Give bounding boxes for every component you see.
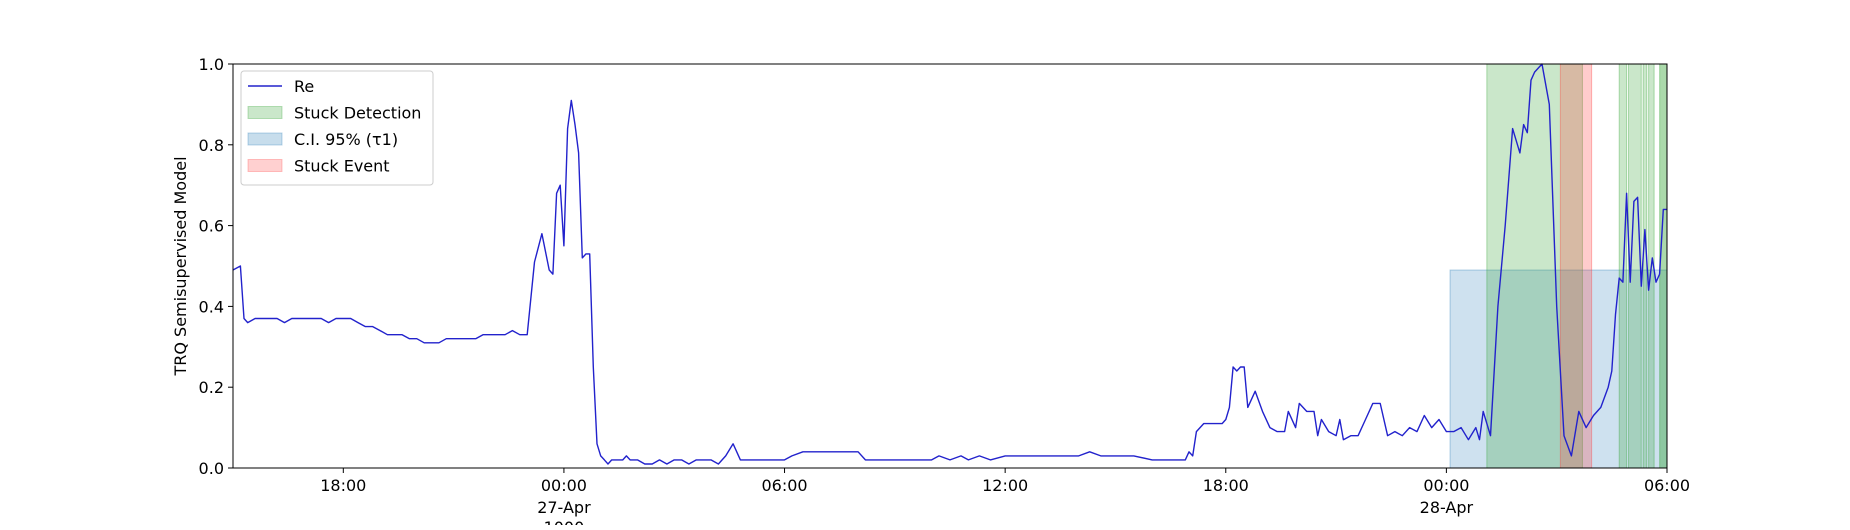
x-tick-date-label: 27-Apr — [537, 498, 591, 517]
x-tick-label: 00:00 — [541, 476, 587, 495]
y-tick-label: 0.2 — [199, 378, 224, 397]
y-axis-title: TRQ Semisupervised Model — [171, 156, 190, 376]
legend-label-c-i-95-1: C.I. 95% (τ1) — [294, 130, 398, 149]
legend-box — [240, 70, 434, 186]
legend-swatch-c-i-95-1 — [247, 132, 283, 146]
legend: Re Stuck Detection C.I. 95% (τ1) Stuck Even… — [240, 70, 434, 186]
ticks-layer: 0.0 0.2 0.4 0.6 0.8 1.0 18:00 00:00 27-Apr1000 06… — [199, 55, 1691, 530]
span-stuck-detection-5 — [1642, 63, 1648, 469]
span-c-i-95-1--0 — [1449, 269, 1668, 469]
plot-frame — [232, 63, 1668, 469]
y-tick-label: 0.6 — [199, 217, 224, 236]
x-tick-label: 06:00 — [761, 476, 807, 495]
x-tick-label: 18:00 — [1203, 476, 1249, 495]
legend-swatch-stuck-event — [247, 159, 283, 172]
span-stuck-detection-1 — [1486, 63, 1583, 469]
legend-label-re: Re — [294, 77, 314, 96]
x-tick-label: 12:00 — [982, 476, 1028, 495]
y-tick-label: 0.4 — [199, 297, 224, 316]
legend-swatch-stuck-detection — [247, 106, 283, 119]
x-tick-label: 18:00 — [320, 476, 366, 495]
series-line-re — [232, 63, 1667, 465]
legend-label-stuck-event: Stuck Event — [294, 157, 390, 176]
x-tick-label: 00:00 — [1423, 476, 1469, 495]
x-tick-label: 06:00 — [1644, 476, 1690, 495]
x-tick-date-label: 28-Apr — [1420, 498, 1474, 517]
x-tick-year-label: 1000 — [544, 518, 585, 525]
span-stuck-event-2 — [1559, 63, 1593, 469]
spans-layer — [1449, 63, 1668, 469]
legend-label-stuck-detection: Stuck Detection — [294, 104, 421, 123]
y-tick-label: 0.8 — [199, 136, 224, 155]
y-tick-label: 0.0 — [199, 459, 224, 478]
y-tick-label: 1.0 — [199, 55, 224, 74]
axes-layer — [232, 63, 1668, 469]
series-layer — [232, 63, 1667, 465]
